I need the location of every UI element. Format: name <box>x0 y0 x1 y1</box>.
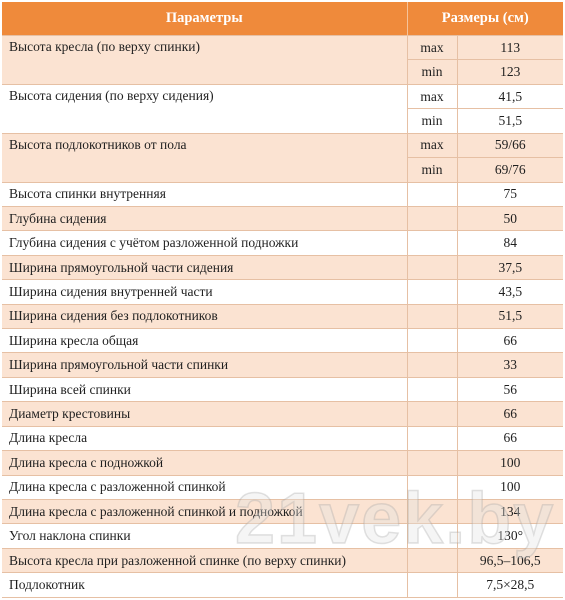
table-row: Длина кресла с разложенной спинкой и под… <box>2 499 563 524</box>
table-row: Высота спинки внутренняя 75 <box>2 181 563 207</box>
param-mode-empty <box>407 181 458 207</box>
param-mode-empty <box>407 205 458 231</box>
table-row: Ширина прямоугольной части спинки 33 <box>2 352 563 378</box>
param-value: 51,5 <box>457 303 563 329</box>
param-mode: min <box>407 59 458 85</box>
param-mode: max <box>407 34 458 60</box>
param-name: Высота подлокотников от пола <box>2 132 408 183</box>
table-row: Ширина сидения без подлокотников 51,5 <box>2 303 563 329</box>
param-value: 7,5×28,5 <box>457 572 563 598</box>
param-name: Длина кресла <box>2 425 408 451</box>
table-row: Длина кресла с разложенной спинкой 100 <box>2 474 563 500</box>
param-value: 84 <box>457 230 563 256</box>
param-value: 123 <box>457 59 563 85</box>
param-value: 43,5 <box>457 279 563 305</box>
param-mode-empty <box>407 230 458 256</box>
param-value: 75 <box>457 181 563 207</box>
param-mode-empty <box>407 499 458 524</box>
table-row: Длина кресла с подножкой 100 <box>2 450 563 476</box>
table-row: Ширина сидения внутренней части 43,5 <box>2 279 563 305</box>
param-mode-empty <box>407 254 458 280</box>
param-mode: max <box>407 83 458 109</box>
param-name: Высота спинки внутренняя <box>2 181 408 207</box>
param-value: 59/66 <box>457 132 563 158</box>
table-header: Параметры Размеры (см) <box>2 2 563 36</box>
header-params: Параметры <box>2 2 408 36</box>
param-mode-empty <box>407 572 458 598</box>
table-row: Ширина кресла общая 66 <box>2 328 563 353</box>
table-row: Угол наклона спинки 130° <box>2 523 563 549</box>
param-mode-empty <box>407 328 458 353</box>
table-row: Высота кресла (по верху спинки) max 113 <box>2 34 563 85</box>
param-value: 56 <box>457 376 563 402</box>
param-value: 113 <box>457 34 563 60</box>
param-value: 50 <box>457 205 563 231</box>
table-body: Высота кресла (по верху спинки) max 113 min… <box>2 34 563 598</box>
param-value: 100 <box>457 474 563 500</box>
param-value: 69/76 <box>457 157 563 183</box>
param-name: Угол наклона спинки <box>2 523 408 549</box>
param-name: Ширина всей спинки <box>2 376 408 402</box>
header-sizes: Размеры (см) <box>407 2 563 36</box>
param-value: 51,5 <box>457 108 563 134</box>
param-value: 41,5 <box>457 83 563 109</box>
table-row: Глубина сидения с учётом разложенной под… <box>2 230 563 256</box>
param-name: Ширина прямоугольной части спинки <box>2 352 408 378</box>
table-row: min 69/76 <box>2 157 563 183</box>
param-mode-empty <box>407 547 458 573</box>
param-name: Глубина сидения с учётом разложенной под… <box>2 230 408 256</box>
table-row: Диаметр крестовины 66 <box>2 401 563 427</box>
param-mode: max <box>407 132 458 158</box>
table-row: Ширина всей спинки 56 <box>2 376 563 402</box>
param-value: 96,5–106,5 <box>457 547 563 573</box>
param-mode-empty <box>407 474 458 500</box>
table-row: Длина кресла 66 <box>2 425 563 451</box>
param-mode-empty <box>407 450 458 476</box>
param-mode-empty <box>407 352 458 378</box>
table-row: min 51,5 <box>2 108 563 134</box>
param-value: 66 <box>457 328 563 353</box>
param-value: 33 <box>457 352 563 378</box>
param-mode-empty <box>407 401 458 427</box>
param-mode-empty <box>407 279 458 305</box>
param-name: Длина кресла с подножкой <box>2 450 408 476</box>
param-mode: min <box>407 108 458 134</box>
param-name: Высота сидения (по верху сидения) <box>2 83 408 134</box>
param-mode-empty <box>407 425 458 451</box>
param-mode-empty <box>407 376 458 402</box>
param-value: 37,5 <box>457 254 563 280</box>
table-row: Подлокотник 7,5×28,5 <box>2 572 563 598</box>
param-mode-empty <box>407 523 458 549</box>
table-row: Ширина прямоугольной части сидения 37,5 <box>2 254 563 280</box>
table-row: Глубина сидения 50 <box>2 205 563 231</box>
param-value: 100 <box>457 450 563 476</box>
param-name: Ширина сидения без подлокотников <box>2 303 408 329</box>
param-value: 134 <box>457 499 563 524</box>
param-name: Длина кресла с разложенной спинкой и под… <box>2 499 408 524</box>
param-value: 66 <box>457 401 563 427</box>
param-value: 130° <box>457 523 563 549</box>
param-name: Глубина сидения <box>2 205 408 231</box>
header-row: Параметры Размеры (см) <box>2 2 563 36</box>
param-name: Диаметр крестовины <box>2 401 408 427</box>
param-name: Высота кресла (по верху спинки) <box>2 35 408 85</box>
table-row: Высота кресла при разложенной спинке (по… <box>2 547 563 573</box>
param-name: Длина кресла с разложенной спинкой <box>2 474 408 500</box>
table-row: Высота подлокотников от пола max 59/66 <box>2 132 563 183</box>
param-name: Ширина сидения внутренней части <box>2 279 408 305</box>
table-row: min 123 <box>2 59 563 85</box>
table-row: Высота сидения (по верху сидения) max 41,5 <box>2 83 563 134</box>
param-name: Подлокотник <box>2 572 408 598</box>
param-mode: min <box>407 157 458 183</box>
param-mode-empty <box>407 303 458 329</box>
param-name: Высота кресла при разложенной спинке (по… <box>2 547 408 573</box>
param-value: 66 <box>457 425 563 451</box>
param-name: Ширина прямоугольной части сидения <box>2 254 408 280</box>
param-name: Ширина кресла общая <box>2 328 408 353</box>
